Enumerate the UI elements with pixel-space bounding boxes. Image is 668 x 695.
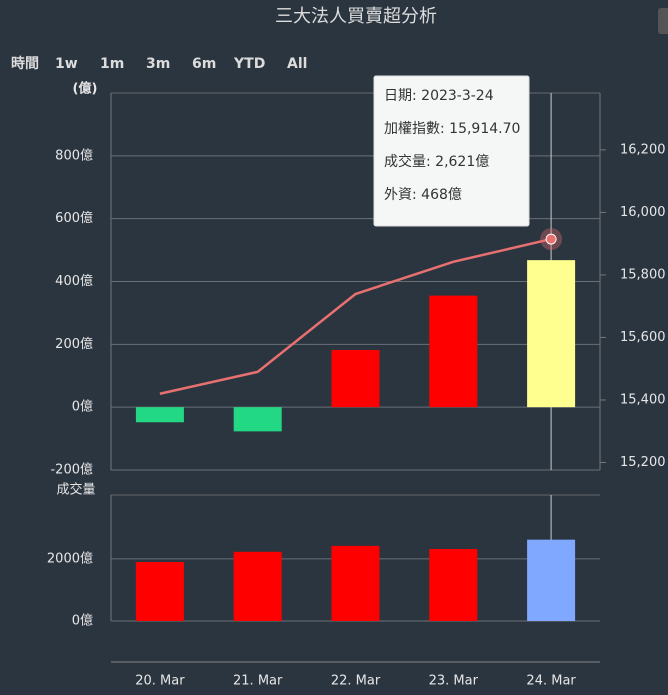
bar bbox=[429, 295, 478, 408]
y2-tick-label: 15,400 bbox=[620, 392, 666, 407]
x-tick-label: 22. Mar bbox=[331, 674, 381, 689]
bar bbox=[331, 545, 380, 621]
tooltip-line: 日期: 2023-3-24 bbox=[384, 88, 494, 104]
y2-tick-label: 15,200 bbox=[620, 455, 666, 470]
tooltip-box bbox=[373, 75, 530, 227]
y-tick-label: 800億 bbox=[55, 147, 93, 163]
bar bbox=[135, 407, 184, 423]
y-tick-label: 0億 bbox=[72, 613, 93, 629]
y-tick-label: 600億 bbox=[55, 210, 93, 226]
range-button[interactable]: YTD bbox=[233, 56, 265, 72]
y2-tick-label: 15,600 bbox=[620, 330, 666, 345]
bar bbox=[527, 539, 576, 621]
chart-title: 三大法人買賣超分析 bbox=[275, 6, 437, 27]
x-tick-label: 20. Mar bbox=[135, 674, 185, 689]
hover-point bbox=[545, 233, 557, 245]
menu-button[interactable] bbox=[658, 8, 668, 34]
tooltip-line: 加權指數: 15,914.70 bbox=[384, 121, 520, 137]
y-axis-title: 成交量 bbox=[56, 482, 95, 498]
y-axis-title: (億) bbox=[73, 81, 98, 97]
menu-icon[interactable] bbox=[658, 8, 668, 34]
bar bbox=[233, 407, 282, 432]
tooltip-line: 成交量: 2,621億 bbox=[384, 153, 489, 170]
range-button[interactable]: All bbox=[287, 56, 307, 72]
tooltip-line: 外資: 468億 bbox=[384, 187, 462, 203]
bar bbox=[527, 260, 576, 408]
range-button[interactable]: 1m bbox=[100, 56, 124, 72]
bar bbox=[233, 551, 282, 621]
y-tick-label: -200億 bbox=[50, 462, 93, 478]
bar bbox=[331, 349, 380, 408]
x-tick-label: 21. Mar bbox=[233, 674, 283, 689]
range-button[interactable]: 6m bbox=[192, 56, 216, 72]
y-tick-label: 2000億 bbox=[47, 550, 93, 566]
range-label: 時間 bbox=[11, 55, 39, 72]
range-button[interactable]: 1w bbox=[55, 56, 78, 72]
y-tick-label: 400億 bbox=[55, 273, 93, 289]
range-button[interactable]: 3m bbox=[146, 56, 170, 72]
y-tick-label: 0億 bbox=[72, 399, 93, 415]
bar bbox=[135, 562, 184, 621]
x-tick-label: 23. Mar bbox=[429, 674, 479, 689]
x-tick-label: 24. Mar bbox=[526, 674, 576, 689]
y2-tick-label: 16,200 bbox=[620, 142, 666, 157]
y2-tick-label: 16,000 bbox=[620, 205, 666, 220]
bar bbox=[429, 549, 478, 621]
index-line bbox=[159, 237, 552, 395]
y-tick-label: 200億 bbox=[55, 336, 93, 352]
y2-tick-label: 15,800 bbox=[620, 267, 666, 282]
tooltip: 日期: 2023-3-24 加權指數: 15,914.70 成交量: 2,621億外… bbox=[373, 75, 530, 227]
